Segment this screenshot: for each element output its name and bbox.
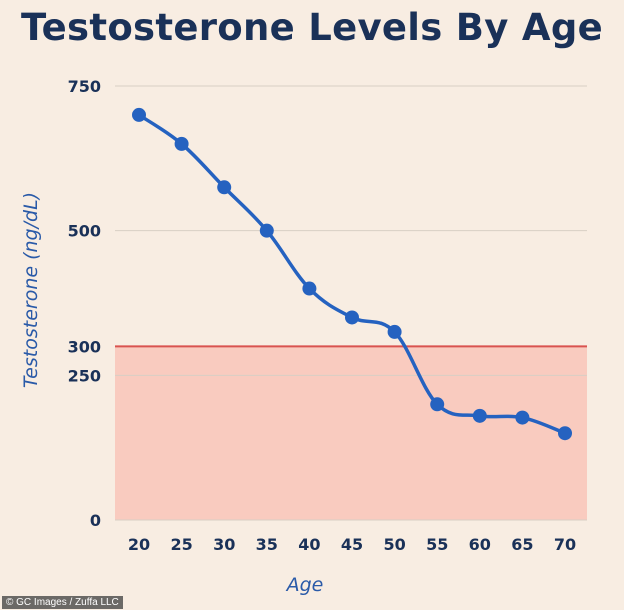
chart-title: Testosterone Levels By Age [20, 6, 604, 49]
x-tick-label: 35 [256, 535, 278, 554]
x-tick-label: 30 [213, 535, 235, 554]
x-tick-label: 45 [341, 535, 363, 554]
y-tick-label: 250 [68, 366, 101, 385]
data-point [174, 136, 189, 151]
gridlines [115, 85, 587, 521]
x-tick-label: 50 [383, 535, 405, 554]
x-axis-label: Age [285, 574, 324, 596]
image-credit: © GC Images / Zuffa LLC [2, 596, 123, 609]
data-point [430, 397, 445, 412]
data-point [132, 107, 146, 122]
data-point [302, 281, 317, 296]
data-point [387, 324, 402, 339]
y-axis-ticks: 0 250 300 500 750 [68, 77, 101, 530]
y-tick-label: 300 [68, 337, 101, 356]
x-tick-label: 20 [128, 535, 150, 554]
threshold-fill [115, 346, 587, 520]
y-tick-label: 0 [90, 511, 101, 530]
data-point [558, 426, 572, 441]
x-axis-ticks: 20 25 30 35 40 45 50 55 60 65 70 [128, 535, 576, 554]
x-tick-label: 70 [554, 535, 576, 554]
data-point [217, 180, 232, 195]
y-tick-label: 500 [68, 222, 101, 241]
data-point [515, 410, 530, 425]
x-tick-label: 40 [298, 535, 320, 554]
x-tick-label: 65 [511, 535, 533, 554]
x-tick-label: 55 [426, 535, 448, 554]
x-tick-label: 25 [170, 535, 192, 554]
y-tick-label: 750 [68, 77, 101, 96]
series-group [132, 107, 572, 441]
y-axis-label: Testosterone (ng/dL) [20, 192, 42, 388]
data-point [472, 408, 487, 423]
threshold-region [115, 345, 587, 520]
x-tick-label: 60 [469, 535, 491, 554]
data-point [259, 223, 274, 238]
data-point [345, 310, 359, 325]
